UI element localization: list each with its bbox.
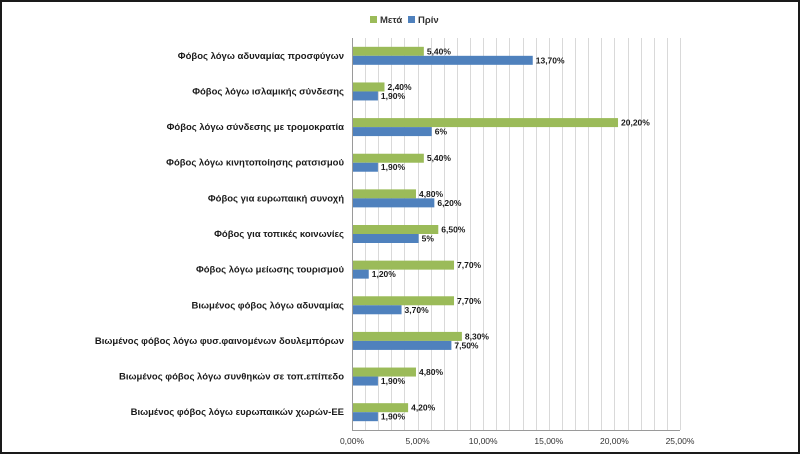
- bar-after: [353, 82, 385, 92]
- data-label-before: 6%: [435, 127, 448, 137]
- gridlines: [352, 38, 681, 431]
- data-label-after: 4,80%: [419, 189, 444, 199]
- legend: Μετά Πρίν: [370, 15, 439, 26]
- x-tick-label: 5,00%: [406, 436, 431, 446]
- data-label-before: 1,90%: [381, 91, 406, 101]
- category-label: Φόβος λόγω ισλαμικής σύνδεσης: [192, 86, 344, 97]
- category-label: Φόβος για τοπικές κοινωνίες: [214, 229, 344, 240]
- bar-after: [353, 118, 619, 128]
- category-label: Βιωμένος φόβος λόγω συνθηκών σε τοπ.επίπ…: [119, 372, 344, 383]
- bar-before: [353, 234, 419, 243]
- bar-after: [353, 225, 439, 234]
- bar-before: [353, 305, 402, 315]
- data-label-before: 1,90%: [381, 376, 406, 386]
- data-label-before: 3,70%: [405, 305, 430, 315]
- category-label: Φόβος για ευρωπαική συνοχή: [208, 193, 344, 204]
- data-label-after: 8,30%: [465, 331, 490, 341]
- bar-before: [353, 412, 378, 422]
- bar-after: [353, 153, 424, 163]
- bar-after: [353, 331, 462, 341]
- bar-before: [353, 376, 378, 386]
- data-label-after: 4,20%: [411, 403, 436, 413]
- category-label: Βιωμένος φόβος λόγω φυσ.φαινομένων δουλε…: [95, 336, 344, 347]
- legend-label-after: Μετά: [380, 15, 402, 26]
- data-label-before: 7,50%: [454, 340, 479, 350]
- x-tick-label: 15,00%: [534, 436, 563, 446]
- data-label-before: 6,20%: [437, 198, 462, 208]
- data-label-after: 5,40%: [427, 153, 452, 163]
- x-tick-label: 25,00%: [666, 436, 695, 446]
- x-tick-label: 0,00%: [340, 436, 365, 446]
- bar-after: [353, 189, 416, 199]
- data-label-after: 6,50%: [441, 225, 466, 235]
- bar-after: [353, 403, 409, 413]
- category-label: Βιωμένος φόβος λόγω αδυναμίας: [192, 300, 345, 311]
- data-label-before: 13,70%: [536, 55, 565, 65]
- category-label: Φόβος λόγω μείωσης τουρισμού: [196, 265, 345, 276]
- data-label-after: 7,70%: [457, 260, 482, 270]
- data-label-before: 1,20%: [372, 269, 397, 279]
- bar-before: [353, 55, 533, 65]
- data-label-before: 5%: [422, 234, 435, 244]
- data-label-after: 2,40%: [387, 82, 412, 92]
- bar-after: [353, 367, 416, 377]
- data-label-after: 5,40%: [427, 46, 452, 56]
- data-label-before: 1,90%: [381, 162, 406, 172]
- x-tick-label: 20,00%: [600, 436, 629, 446]
- legend-label-before: Πρίν: [418, 15, 439, 26]
- labels: 0,00% 5,00% 10,00% 15,00% 20,00% 25,00% Φόβος …: [95, 46, 695, 446]
- bar-after: [353, 46, 424, 56]
- legend-swatch-after: [370, 16, 377, 23]
- bar-before: [353, 198, 435, 208]
- bar-before: [353, 340, 452, 350]
- bar-before: [353, 127, 432, 137]
- bar-before: [353, 269, 369, 279]
- data-label-before: 1,90%: [381, 412, 406, 422]
- category-label: Φόβος λόγω αδυναμίας προσφύγων: [178, 51, 344, 62]
- bars: [353, 46, 619, 422]
- bar-after: [353, 296, 455, 306]
- category-label: Φόβος λόγω σύνδεσης με τρομοκρατία: [167, 122, 345, 133]
- category-label: Φόβος λόγω κινητοποίησης ρατσισμού: [166, 158, 344, 169]
- category-label: Βιωμένος φόβος λόγω ευρωπαικών χωρών-ΕΕ: [131, 407, 344, 418]
- x-tick-label: 10,00%: [469, 436, 498, 446]
- data-label-after: 20,20%: [621, 118, 650, 128]
- legend-swatch-before: [408, 16, 415, 23]
- bar-before: [353, 91, 378, 101]
- bar-before: [353, 162, 378, 172]
- bar-after: [353, 260, 455, 270]
- data-label-after: 7,70%: [457, 296, 482, 306]
- data-label-after: 4,80%: [419, 367, 444, 377]
